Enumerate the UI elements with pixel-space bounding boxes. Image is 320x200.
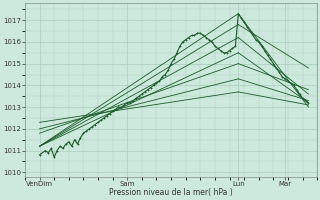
X-axis label: Pression niveau de la mer( hPa ): Pression niveau de la mer( hPa ) <box>109 188 233 197</box>
